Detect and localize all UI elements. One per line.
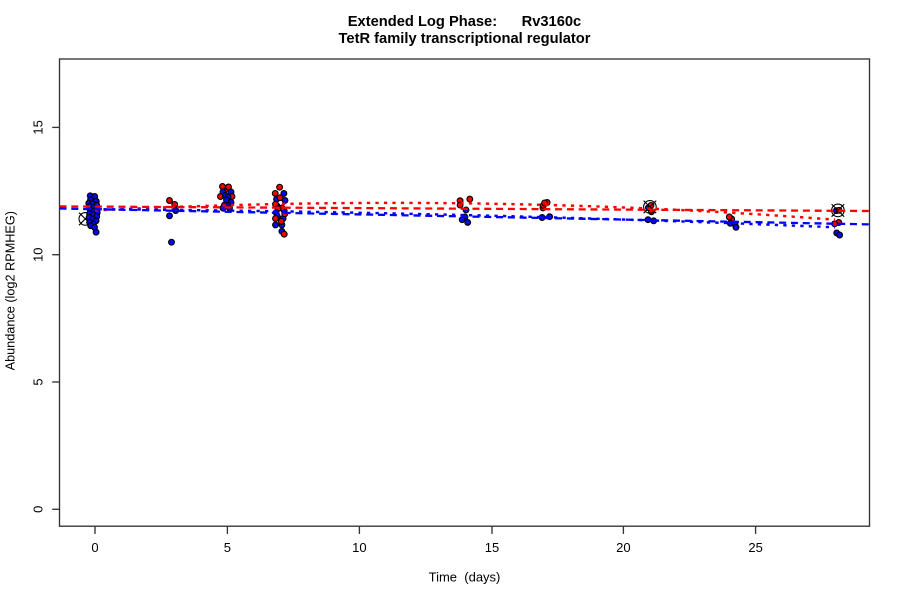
svg-text:Time (days): Time (days) bbox=[429, 569, 501, 584]
svg-text:Abundance (log2 RPMHEG): Abundance (log2 RPMHEG) bbox=[3, 211, 17, 370]
svg-text:20: 20 bbox=[616, 540, 630, 555]
svg-text:TetR family transcriptional re: TetR family transcriptional regulator bbox=[339, 31, 591, 47]
svg-text:10: 10 bbox=[352, 540, 366, 555]
svg-text:5: 5 bbox=[30, 378, 45, 385]
svg-text:0: 0 bbox=[91, 540, 98, 555]
svg-text:15: 15 bbox=[485, 540, 499, 555]
svg-text:5: 5 bbox=[224, 540, 231, 555]
svg-text:25: 25 bbox=[748, 540, 762, 555]
svg-text:Extended Log Phase: Rv316: Extended Log Phase: Rv3160c bbox=[348, 14, 581, 30]
svg-text:0: 0 bbox=[30, 506, 45, 513]
svg-text:15: 15 bbox=[30, 120, 45, 134]
svg-text:10: 10 bbox=[30, 247, 45, 261]
